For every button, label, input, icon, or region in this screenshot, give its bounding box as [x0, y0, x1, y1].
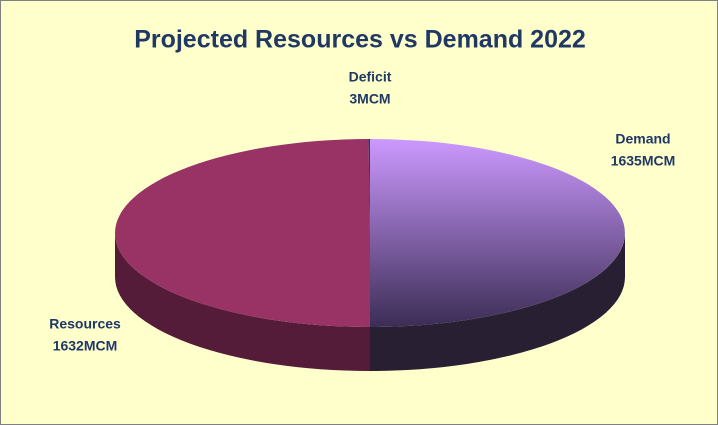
slice-label: Demand: [615, 131, 670, 147]
pie-sides: [115, 233, 625, 371]
slice-label: Resources: [49, 316, 121, 332]
pie-tops: [115, 139, 625, 327]
slice-label: Deficit: [349, 69, 392, 85]
slice: [115, 139, 371, 327]
slice: [368, 139, 370, 233]
chart-title: Projected Resources vs Demand 2022: [134, 26, 586, 54]
slice-value-label: 1635MCM: [611, 153, 676, 169]
slice-side: [370, 233, 625, 371]
slice-value-label: 1632MCM: [53, 338, 118, 354]
slice-value-label: 3MCM: [349, 91, 390, 107]
pie: [115, 139, 625, 371]
slice-side: [115, 233, 370, 371]
slice: [370, 139, 625, 327]
